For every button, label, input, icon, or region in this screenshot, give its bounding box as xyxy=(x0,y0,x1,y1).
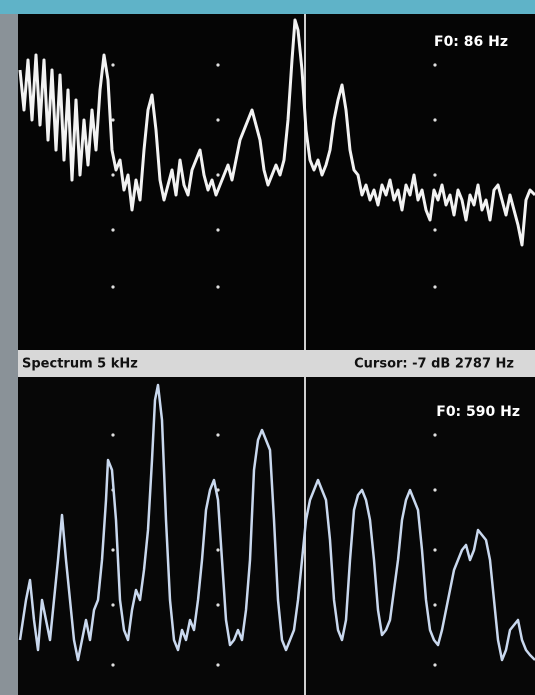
grid-dot xyxy=(433,433,436,436)
grid-dot xyxy=(216,228,219,231)
status-left: Spectrum 5 kHz xyxy=(22,357,138,372)
f0-label: F0: 86 Hz xyxy=(434,34,508,50)
grid-dot xyxy=(216,173,219,176)
left-bezel xyxy=(0,14,18,695)
grid-dot xyxy=(111,285,114,288)
grid-dot xyxy=(433,488,436,491)
f0-label: F0: 590 Hz xyxy=(436,404,520,420)
grid-dot xyxy=(216,663,219,666)
screen-photo: F0: 86 Hz Spectrum 5 kHz Cursor: -7 dB 2… xyxy=(0,0,535,695)
bottom-panel xyxy=(18,377,535,695)
grid-dot xyxy=(216,285,219,288)
grid-dot xyxy=(111,663,114,666)
grid-dot xyxy=(433,603,436,606)
grid-dot xyxy=(216,603,219,606)
grid-dot xyxy=(216,63,219,66)
top-bezel xyxy=(0,0,535,14)
grid-dot xyxy=(216,118,219,121)
grid-dot xyxy=(216,548,219,551)
grid-dot xyxy=(433,63,436,66)
page: F0: 86 Hz Spectrum 5 kHz Cursor: -7 dB 2… xyxy=(0,0,535,695)
grid-dot xyxy=(111,603,114,606)
grid-dot xyxy=(111,548,114,551)
grid-dot xyxy=(111,173,114,176)
grid-dot xyxy=(111,118,114,121)
top-panel xyxy=(18,14,535,350)
grid-dot xyxy=(433,118,436,121)
grid-dot xyxy=(433,663,436,666)
grid-dot xyxy=(111,63,114,66)
grid-dot xyxy=(433,548,436,551)
grid-dot xyxy=(433,173,436,176)
grid-dot xyxy=(433,228,436,231)
status-right: Cursor: -7 dB 2787 Hz xyxy=(354,357,514,372)
grid-dot xyxy=(111,228,114,231)
grid-dot xyxy=(216,433,219,436)
grid-dot xyxy=(111,433,114,436)
grid-dot xyxy=(433,285,436,288)
